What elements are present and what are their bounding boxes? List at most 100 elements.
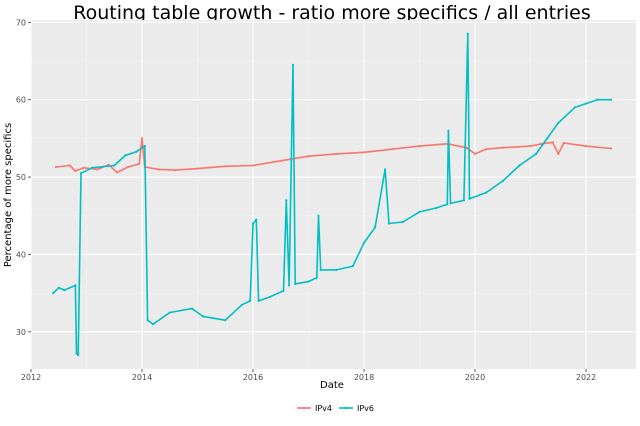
data-point-ipv6 <box>288 284 291 287</box>
data-point-ipv4 <box>251 164 255 167</box>
y-axis-title: Percentage of more specifics <box>3 123 14 267</box>
data-point-ipv6 <box>63 289 66 292</box>
x-tick-label: 2022 <box>576 373 596 382</box>
y-tick-label: 30 <box>16 328 26 337</box>
data-point-ipv4 <box>96 168 99 171</box>
data-point-ipv4 <box>501 146 504 149</box>
data-point-ipv4 <box>224 165 227 168</box>
y-tick-label: 60 <box>16 96 26 105</box>
data-point-ipv6 <box>351 265 354 268</box>
data-point-ipv6 <box>249 299 252 302</box>
data-point-ipv4 <box>335 152 338 155</box>
data-point-ipv4 <box>115 171 119 174</box>
x-tick-label: 2016 <box>243 373 263 382</box>
data-point-ipv6 <box>52 292 55 295</box>
data-point-ipv6 <box>75 352 78 355</box>
data-point-ipv6 <box>291 63 295 66</box>
chart-title: Routing table growth - ratio more specif… <box>73 2 590 24</box>
data-point-ipv6 <box>317 214 320 217</box>
series-layer <box>52 32 613 357</box>
data-point-ipv4 <box>140 137 144 140</box>
data-point-ipv6 <box>446 203 449 206</box>
data-point-ipv6 <box>91 166 94 169</box>
data-point-ipv6 <box>335 268 338 271</box>
y-tick-label: 50 <box>16 173 26 182</box>
data-point-ipv6 <box>584 102 588 105</box>
data-point-ipv4 <box>584 145 588 148</box>
data-point-ipv6 <box>468 197 471 200</box>
data-point-ipv6 <box>202 315 205 318</box>
data-point-ipv4 <box>138 162 141 165</box>
data-point-ipv6 <box>74 284 77 287</box>
data-point-ipv4 <box>74 169 77 172</box>
data-point-ipv6 <box>466 32 469 36</box>
data-point-ipv4 <box>82 166 85 169</box>
data-point-ipv4 <box>279 159 282 162</box>
y-axis-ticks: 30 40 50 60 70 <box>16 18 31 337</box>
data-point-ipv6 <box>240 303 243 306</box>
data-point-ipv6 <box>143 145 146 148</box>
data-point-ipv6 <box>77 354 80 357</box>
data-point-ipv6 <box>518 164 521 167</box>
data-point-ipv6 <box>462 199 465 202</box>
data-point-ipv6 <box>282 289 285 292</box>
data-point-ipv6 <box>435 206 438 210</box>
data-point-ipv6 <box>374 226 377 229</box>
legend: IPv4 IPv6 <box>297 404 374 413</box>
data-point-ipv4 <box>473 152 477 155</box>
data-point-ipv6 <box>596 98 599 101</box>
data-point-ipv6 <box>285 199 288 202</box>
data-point-ipv6 <box>418 210 421 213</box>
data-point-ipv6 <box>557 121 560 124</box>
y-tick-label: 70 <box>16 18 26 27</box>
data-point-ipv4 <box>127 165 130 169</box>
data-point-ipv6 <box>485 191 488 194</box>
y-tick-label: 40 <box>16 250 26 259</box>
data-point-ipv6 <box>319 268 322 271</box>
data-point-ipv4 <box>196 167 199 170</box>
data-point-ipv4 <box>157 168 160 171</box>
data-point-ipv6 <box>546 137 549 140</box>
data-point-ipv6 <box>251 222 255 225</box>
legend-label-ipv6: IPv6 <box>357 404 374 413</box>
data-point-ipv4 <box>551 141 554 144</box>
data-point-ipv6 <box>146 319 149 322</box>
legend-label-ipv4: IPv4 <box>315 404 332 413</box>
x-tick-label: 2018 <box>354 373 374 382</box>
x-axis-title: Date <box>320 380 344 391</box>
data-point-ipv6 <box>255 218 258 221</box>
data-point-ipv6 <box>168 311 171 314</box>
data-point-ipv4 <box>68 164 71 167</box>
data-point-ipv4 <box>557 152 560 155</box>
data-point-ipv6 <box>190 307 194 310</box>
data-point-ipv6 <box>135 150 138 153</box>
data-point-ipv6 <box>535 152 538 155</box>
data-point-ipv6 <box>294 282 297 285</box>
plot-panel <box>31 20 636 369</box>
minor-gridlines <box>31 20 636 369</box>
x-tick-label: 2014 <box>132 373 152 382</box>
data-point-ipv4 <box>362 151 366 154</box>
x-axis-ticks: 2012 2014 2016 2018 2020 2022 <box>21 369 596 382</box>
x-tick-label: 2012 <box>21 373 41 382</box>
data-point-ipv4 <box>609 147 613 150</box>
x-tick-label: 2020 <box>465 373 485 382</box>
data-point-ipv4 <box>418 145 421 148</box>
data-point-ipv6 <box>449 202 452 205</box>
data-point-ipv6 <box>315 276 318 279</box>
data-point-ipv6 <box>268 295 271 299</box>
data-point-ipv4 <box>307 155 310 158</box>
data-point-ipv6 <box>447 129 450 132</box>
data-point-ipv4 <box>174 169 177 172</box>
series-line-ipv6 <box>52 33 611 356</box>
legend-key-point-ipv4 <box>302 406 306 410</box>
data-point-ipv6 <box>224 319 227 322</box>
data-point-ipv6 <box>609 98 613 101</box>
data-point-ipv6 <box>384 168 387 171</box>
data-point-ipv6 <box>387 222 391 225</box>
data-point-ipv4 <box>485 148 488 151</box>
data-point-ipv4 <box>390 148 393 151</box>
data-point-ipv6 <box>57 286 60 289</box>
legend-key-point-ipv6 <box>344 406 348 410</box>
